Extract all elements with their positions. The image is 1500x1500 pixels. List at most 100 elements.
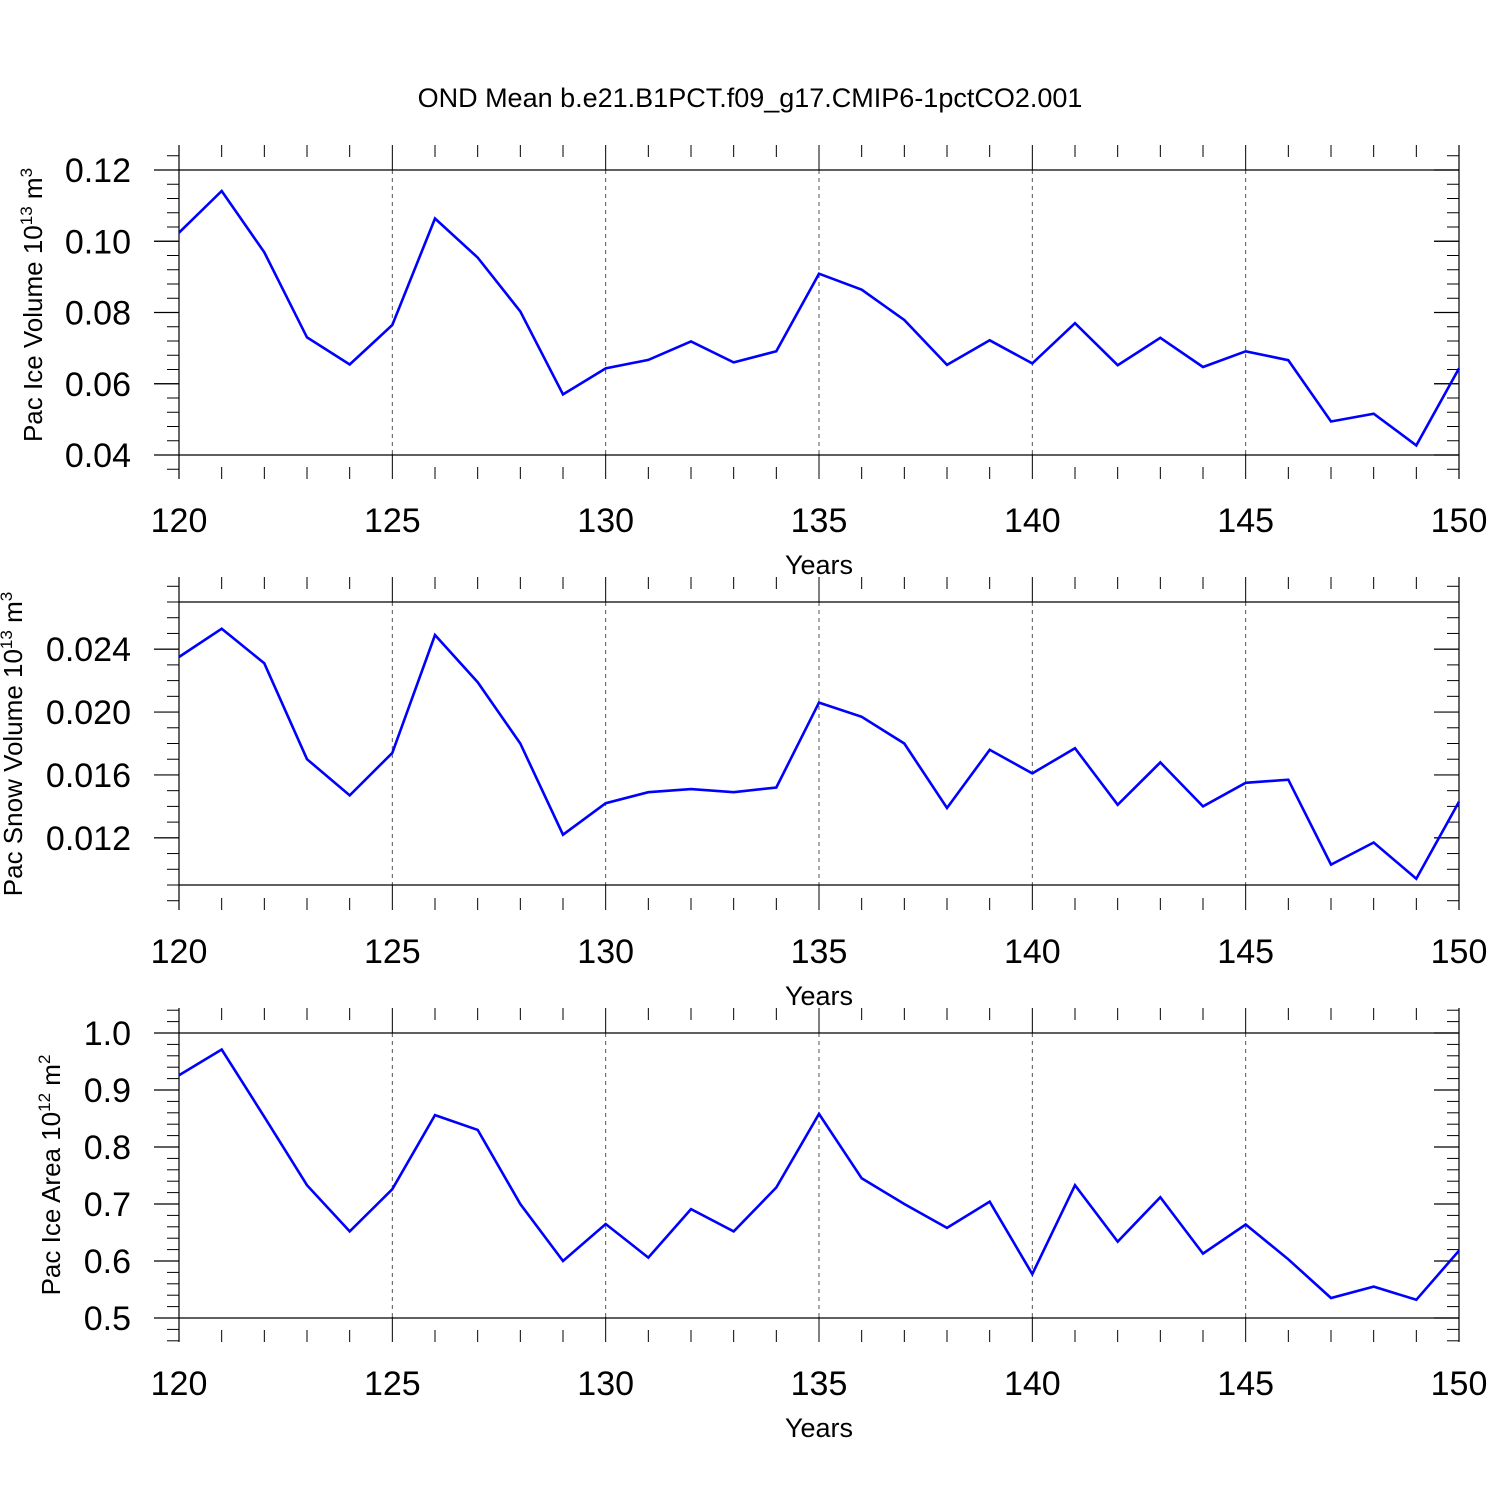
data-point [390,323,394,327]
x-axis-title: Years [785,1413,853,1443]
data-point [1030,361,1034,365]
x-tick-label: 130 [577,933,634,971]
x-tick-label: 145 [1217,1365,1274,1403]
x-tick-label: 120 [151,502,208,540]
data-point [220,627,224,631]
data-point [902,742,906,746]
data-point [1030,1272,1034,1276]
series-line [178,188,1461,448]
data-point [1244,1223,1248,1227]
data-point [604,366,608,370]
data-point [689,787,693,791]
x-tick-label: 150 [1431,502,1488,540]
data-point [860,288,864,292]
y-tick-label: 0.012 [46,820,131,858]
y-tick-label: 0.6 [84,1243,131,1281]
data-point [945,363,949,367]
x-tick-label: 120 [151,933,208,971]
x-tick-label: 130 [577,1365,634,1403]
y-tick-label: 0.8 [84,1129,131,1167]
data-point [1372,1285,1376,1289]
data-point [646,1256,650,1260]
data-point [476,680,480,684]
x-tick-label: 135 [791,502,848,540]
x-tick-label: 150 [1431,933,1488,971]
data-point [433,633,437,637]
panel-snow-volume: 120 125 130 135 140 145 150 Years 0.012 0.016 0.02… [0,577,1487,1011]
data-point [1372,841,1376,845]
data-point [1201,365,1205,369]
y-axis-title: Pac Ice Area 1012 m2 [35,1055,66,1296]
x-tick-label: 145 [1217,933,1274,971]
data-point [1286,778,1290,782]
data-point [1457,800,1461,804]
data-point [1457,1249,1461,1253]
y-tick-label: 0.04 [65,437,131,475]
data-point [689,1207,693,1211]
y-axis-title: Pac Ice Volume 1013 m3 [17,168,48,442]
x-tick-label: 145 [1217,502,1274,540]
data-point [817,1112,821,1116]
x-tick-label: 140 [1004,1365,1061,1403]
data-point [518,309,522,313]
data-point [433,1113,437,1117]
data-point [561,833,565,837]
data-point [902,1202,906,1206]
series-line [178,1047,1460,1302]
data-point [988,338,992,342]
data-point [177,1073,181,1077]
data-point [1329,420,1333,424]
data-point [1414,877,1418,881]
y-tick-label: 0.7 [84,1186,131,1224]
data-point [262,661,266,665]
data-point [945,806,949,810]
data-point [774,786,778,790]
x-axis-title: Years [785,550,853,580]
data-point [732,790,736,794]
data-point [732,1229,736,1233]
data-point [732,360,736,364]
data-point [1073,746,1077,750]
data-point [220,189,224,193]
data-point [305,757,309,761]
data-point [1073,1183,1077,1187]
data-point [817,701,821,705]
data-point [262,1115,266,1119]
y-tick-label: 0.10 [65,223,131,261]
data-point [1116,363,1120,367]
data-point [774,1185,778,1189]
data-point [1201,804,1205,808]
data-point [1244,349,1248,353]
data-point [1286,1257,1290,1261]
data-point [1158,1195,1162,1199]
data-point [1329,863,1333,867]
data-point [177,231,181,235]
data-point [348,1229,352,1233]
y-tick-label: 0.024 [46,631,131,669]
data-point [220,1048,224,1052]
data-point [604,1222,608,1226]
data-point [1030,771,1034,775]
data-point [348,363,352,367]
data-point [1372,412,1376,416]
data-point [1244,781,1248,785]
y-axis-title: Pac Snow Volume 1013 m3 [0,592,28,896]
data-point [518,1202,522,1206]
panel-ice-area: 120 125 130 135 140 145 150 Years 0.5 0.6 0.7 0.8 0.… [35,1008,1487,1443]
data-point [689,339,693,343]
data-point [1414,1298,1418,1302]
data-point [1201,1252,1205,1256]
x-tick-label: 140 [1004,502,1061,540]
y-tick-label: 0.5 [84,1300,131,1338]
data-point [646,790,650,794]
x-tick-label: 125 [364,933,421,971]
y-tick-label: 0.016 [46,757,131,795]
y-tick-label: 0.08 [65,295,131,333]
data-point [476,256,480,260]
x-tick-label: 150 [1431,1365,1488,1403]
data-point [860,1176,864,1180]
y-tick-label: 0.020 [46,694,131,732]
data-point [348,793,352,797]
data-point [1158,760,1162,764]
